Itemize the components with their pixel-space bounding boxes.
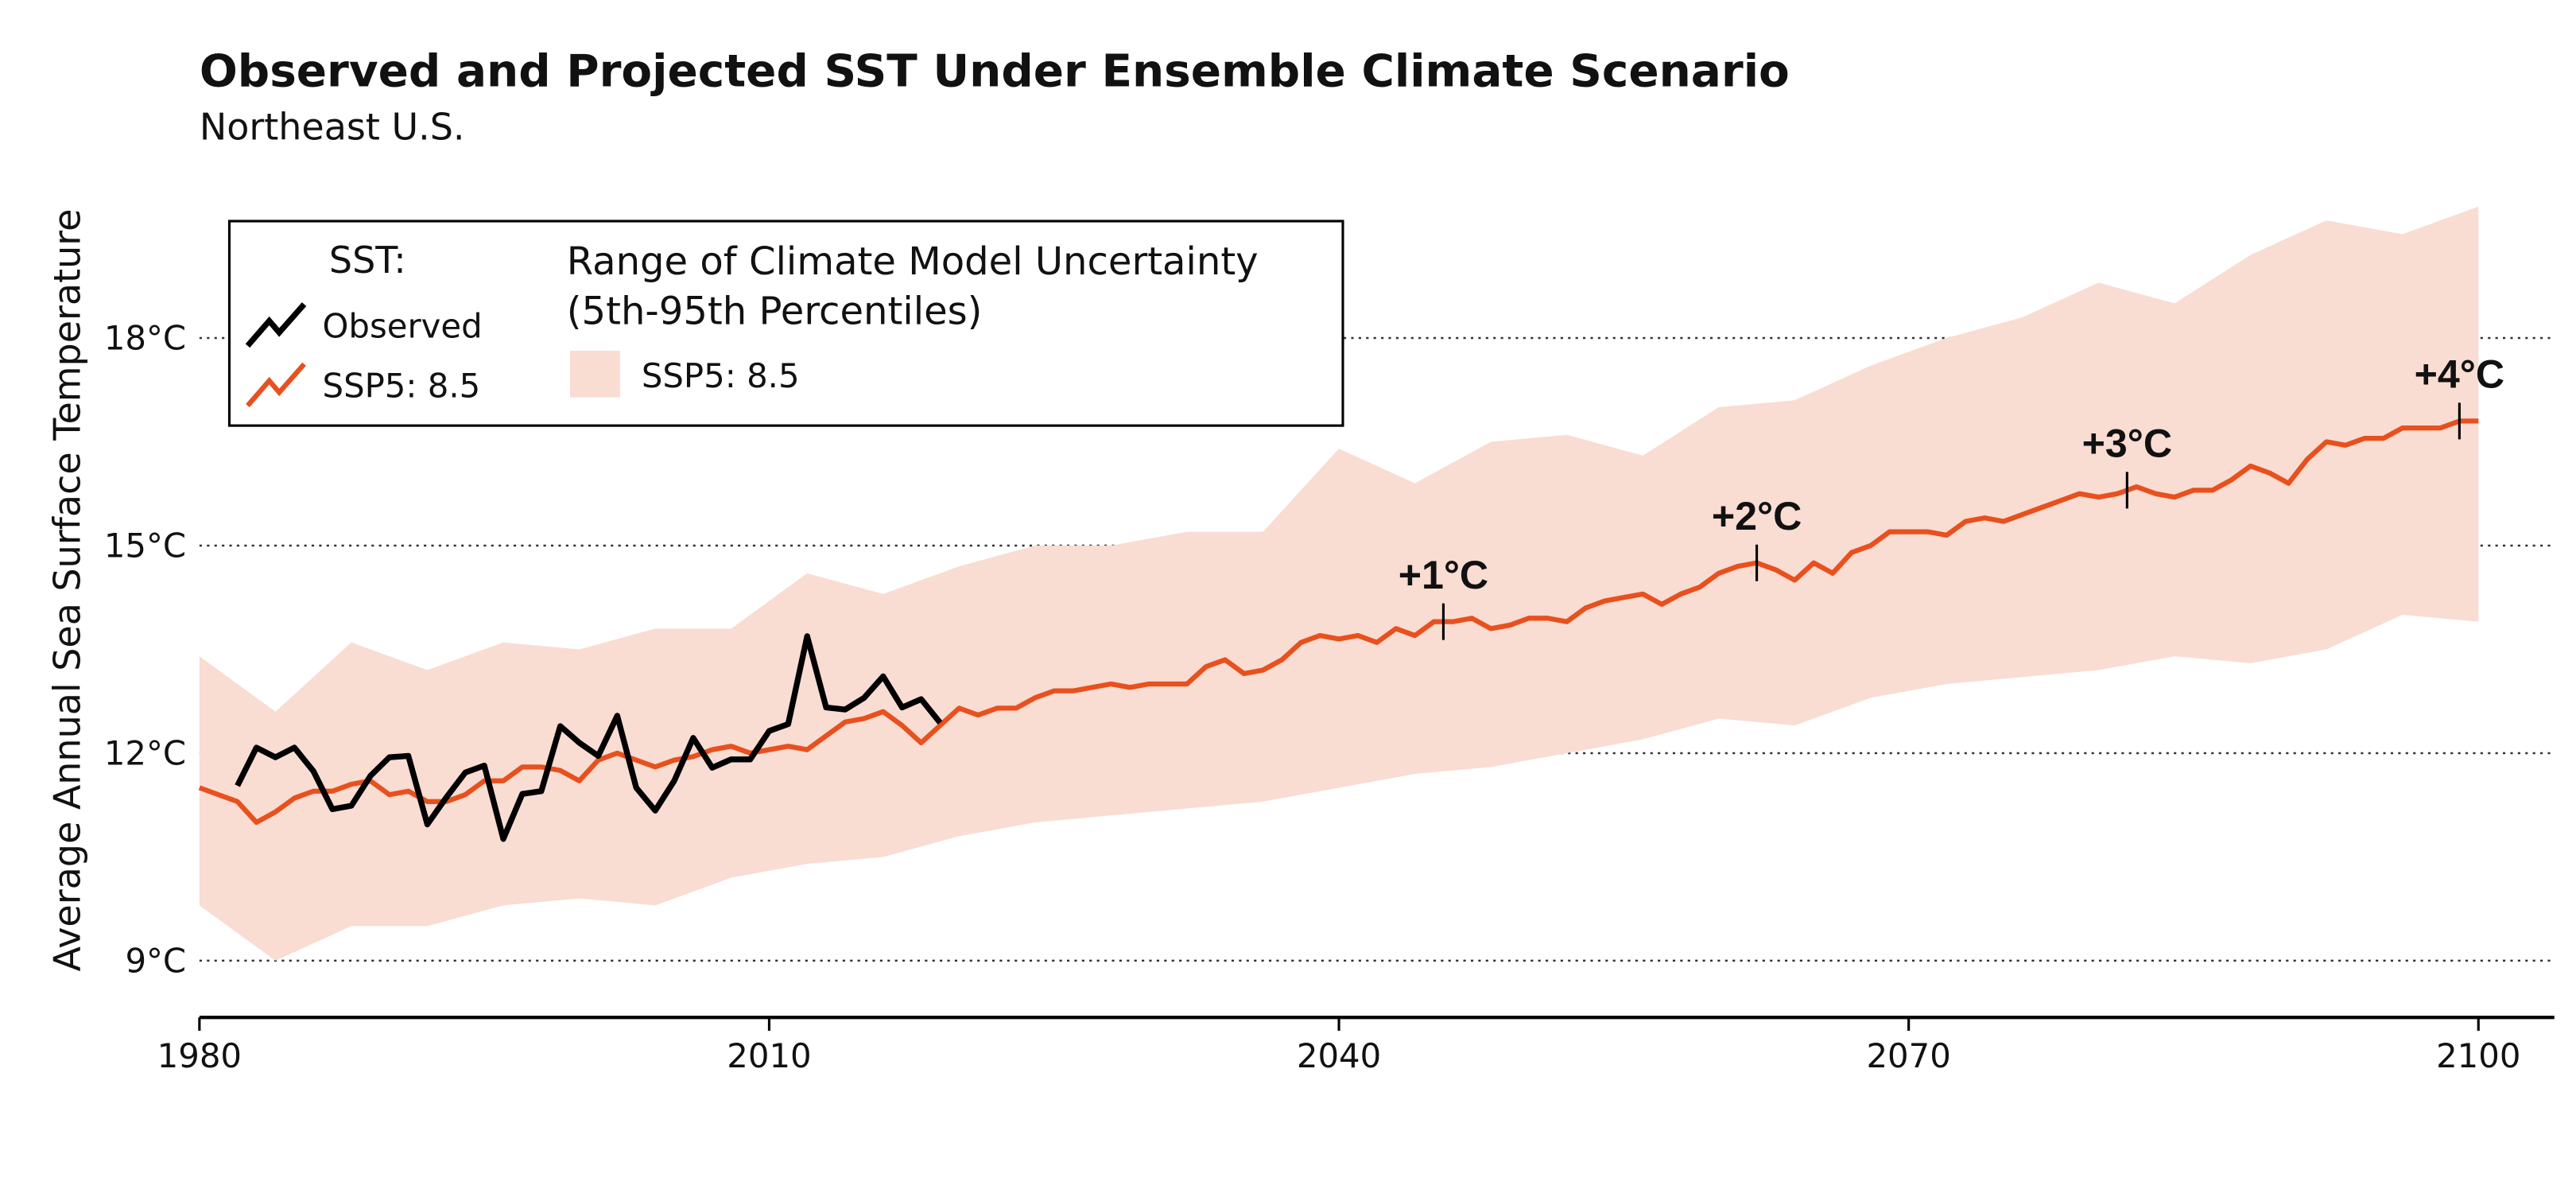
annotation-label: +2°C (1712, 494, 1802, 538)
annotation-label: +1°C (1399, 553, 1488, 597)
legend-band-swatch (569, 351, 620, 398)
legend-swatch (246, 362, 306, 408)
legend-label: SSP5: 8.5 (642, 356, 800, 395)
uncertainty-band (199, 206, 2479, 961)
legend-box (227, 220, 1344, 427)
legend-band-title: Range of Climate Model Uncertainty (567, 239, 1259, 284)
x-tick-label: 2070 (1866, 1036, 1950, 1075)
y-tick-label: 18°C (104, 319, 186, 358)
y-axis-label: Average Annual Sea Surface Temperature (45, 209, 88, 972)
x-tick-label: 2100 (2436, 1036, 2520, 1075)
chart-title: Observed and Projected SST Under Ensembl… (200, 46, 1790, 98)
legend-label: Observed (323, 306, 483, 345)
annotation-label: +3°C (2082, 422, 2172, 466)
x-tick-label: 1980 (157, 1036, 242, 1075)
x-tick-label: 2010 (727, 1036, 811, 1075)
x-tick-label: 2040 (1297, 1036, 1381, 1075)
series-line (235, 633, 943, 842)
annotation-label: +4°C (2415, 352, 2504, 397)
plot-area: 9°C 12°C 15°C 18°C +1°C +2°C +3°C +4°C 1980 2010 2… (104, 206, 2555, 1075)
series-line (198, 418, 2479, 826)
legend-swatch (245, 302, 307, 348)
legend-label: SSP5: 8.5 (323, 367, 481, 406)
legend-band-title: (5th-95th Percentiles) (567, 290, 983, 334)
legend-title: SST: (329, 239, 406, 282)
legend: SST: Observed SSP5: 8.5 Range of Climate Mo… (227, 220, 1344, 427)
chart-subtitle: Northeast U.S. (200, 106, 465, 149)
y-tick-label: 15°C (104, 527, 186, 565)
y-tick-label: 9°C (125, 942, 186, 981)
y-tick-label: 12°C (104, 734, 186, 773)
